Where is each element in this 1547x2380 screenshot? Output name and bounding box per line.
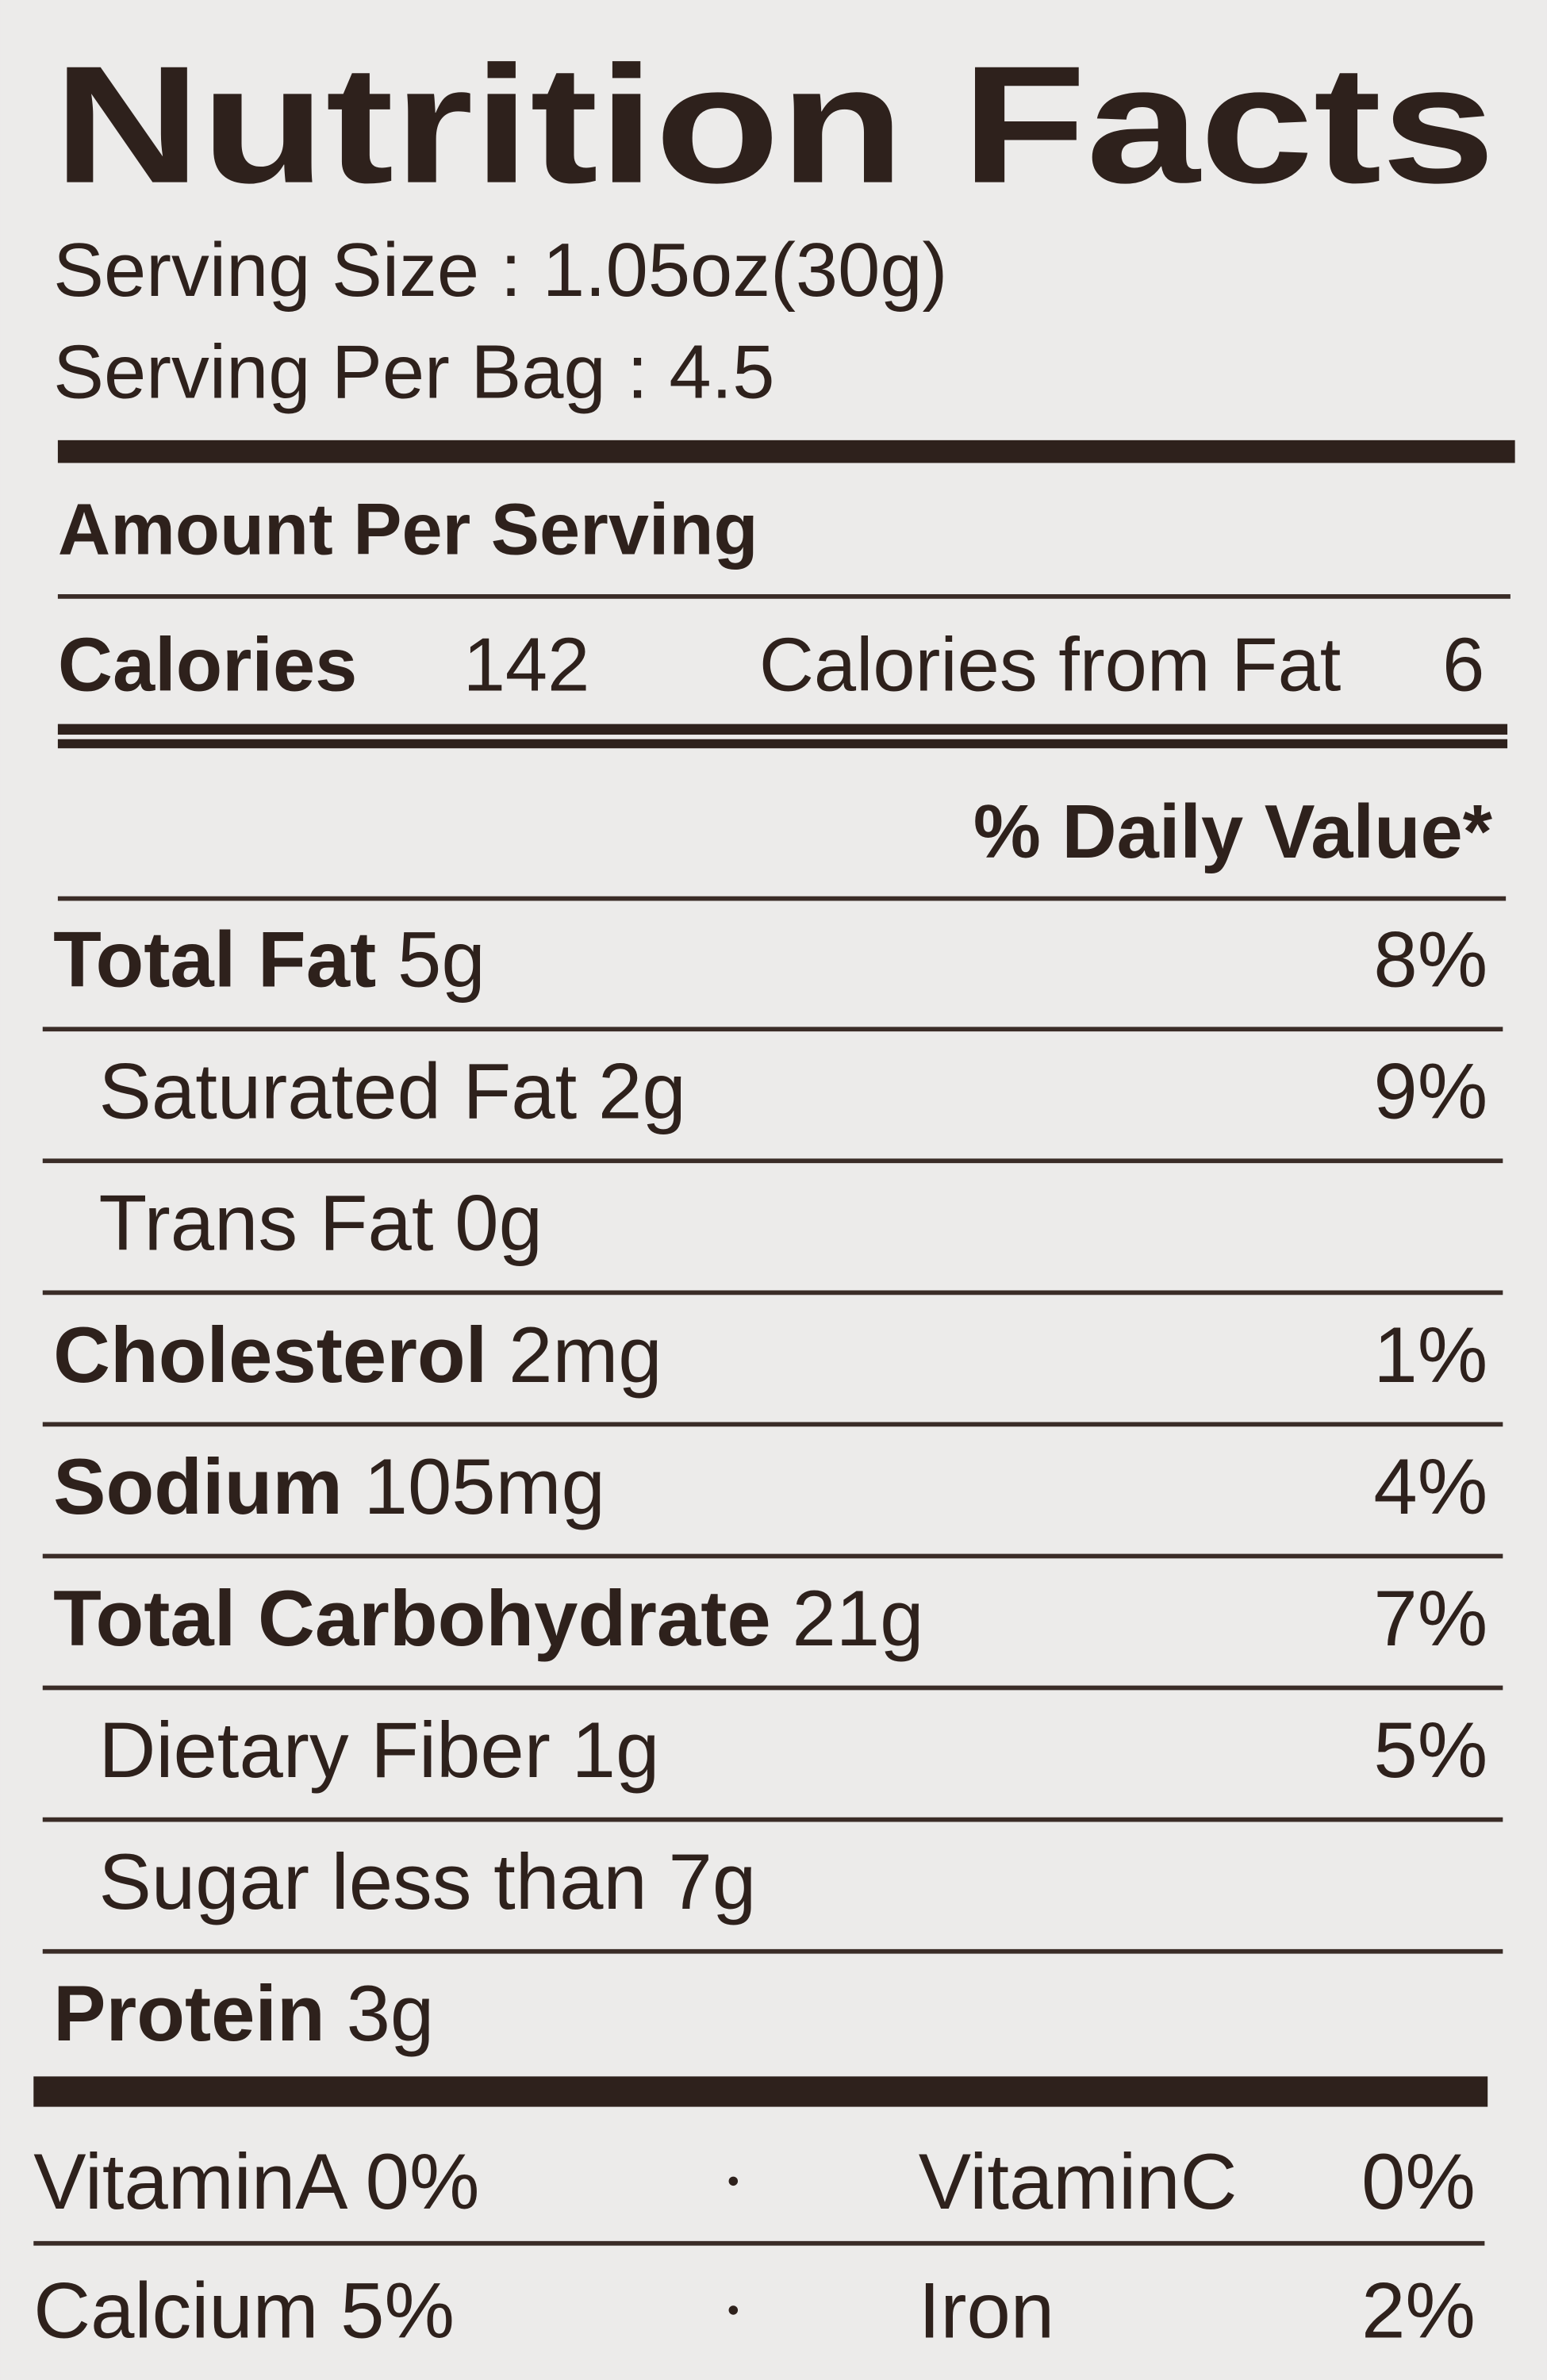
- nutrient-row: Protein 3g: [53, 1970, 434, 2058]
- nutrient-name: Trans Fat: [99, 1180, 434, 1268]
- nutrient-name: Cholesterol: [53, 1311, 487, 1399]
- nutrient-amount: 1g: [572, 1706, 660, 1795]
- separator-dot: [728, 2305, 739, 2315]
- nutrient-row: Trans Fat 0g: [99, 1180, 543, 1268]
- nutrient-amount: 5g: [397, 916, 486, 1004]
- nutrient-amount: 2mg: [509, 1311, 662, 1399]
- vitamin-right-value: 2%: [1361, 2267, 1476, 2355]
- daily-value: 1%: [1373, 1311, 1488, 1399]
- nutrient-amount: 7g: [669, 1838, 757, 1926]
- calories-value: 142: [463, 623, 590, 708]
- thick-rule: [57, 440, 1515, 463]
- nutrient-row: Dietary Fiber 1g: [99, 1706, 660, 1795]
- daily-value: 8%: [1373, 916, 1488, 1004]
- nutrient-rows: Total Fat 5g 8% Saturated Fat 2g 9% Trans Fat 0…: [42, 916, 1503, 2058]
- daily-value: 9%: [1373, 1048, 1488, 1136]
- vitamin-left: Calcium 5%: [33, 2267, 455, 2355]
- vitamin-left: VitaminA 0%: [33, 2138, 479, 2226]
- vitamin-right-name: VitaminC: [919, 2138, 1238, 2226]
- nutrient-row: Total Carbohydrate 21g: [53, 1575, 923, 1663]
- daily-value: 7%: [1373, 1575, 1488, 1663]
- nutrient-amount: 105mg: [364, 1443, 605, 1531]
- nutrient-name: Dietary Fiber: [99, 1706, 551, 1795]
- nutrient-amount: 2g: [598, 1048, 686, 1136]
- nutrient-name: Saturated Fat: [99, 1048, 578, 1136]
- nutrient-row: Cholesterol 2mg: [53, 1311, 662, 1399]
- calories-label: Calories: [58, 623, 357, 708]
- nutrient-row: Saturated Fat 2g: [99, 1048, 686, 1136]
- nutrient-name: Sodium: [53, 1443, 343, 1531]
- nutrient-amount: 21g: [792, 1575, 923, 1663]
- nutrient-name: Sugar less than: [99, 1838, 647, 1926]
- vitamin-right-value: 0%: [1361, 2138, 1476, 2226]
- amount-header: Amount Per Serving: [58, 489, 758, 570]
- thick-rule: [57, 724, 1508, 735]
- nutrient-name: Protein: [53, 1970, 325, 2058]
- vitamin-rows: VitaminA 0% VitaminC 0% Calcium 5% Iron 2%: [33, 2138, 1485, 2355]
- nutrient-row: Total Fat 5g: [53, 916, 485, 1004]
- dv-header: % Daily Value*: [973, 789, 1493, 874]
- thick-rule: [33, 2076, 1488, 2107]
- servings-per-bag: Serving Per Bag : 4.5: [53, 329, 774, 414]
- nutrient-row: Sugar less than 7g: [99, 1838, 757, 1926]
- calories-fat-value: 6: [1442, 623, 1484, 708]
- calories-fat-label: Calories from Fat: [759, 623, 1342, 708]
- thick-rule: [57, 739, 1508, 749]
- nutrient-amount: 3g: [347, 1970, 435, 2058]
- vitamin-right-name: Iron: [919, 2267, 1054, 2355]
- serving-size: Serving Size : 1.05oz(30g): [53, 228, 947, 313]
- nutrient-name: Total Carbohydrate: [53, 1575, 771, 1663]
- daily-value: 5%: [1373, 1706, 1488, 1795]
- nutrient-row: Sodium 105mg: [53, 1443, 605, 1531]
- nutrient-name: Total Fat: [53, 916, 376, 1004]
- title: Nutrition Facts: [53, 31, 1495, 218]
- separator-dot: [728, 2176, 739, 2186]
- daily-value: 4%: [1373, 1443, 1488, 1531]
- nutrient-amount: 0g: [455, 1180, 543, 1268]
